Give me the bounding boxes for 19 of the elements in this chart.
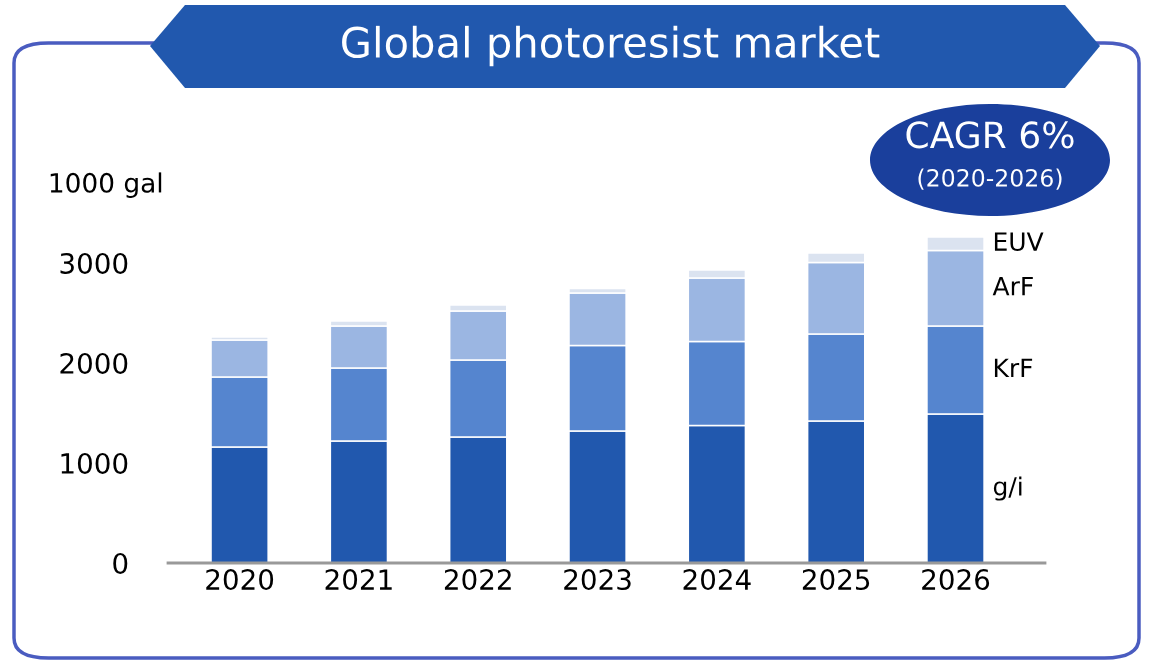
x-tick-label: 2025 xyxy=(802,569,870,591)
series-label: g/i xyxy=(993,476,1022,501)
x-tick-label: 2020 xyxy=(206,569,274,591)
y-tick-label: 1000 xyxy=(61,452,128,474)
x-tick-label: 2024 xyxy=(683,569,751,591)
x-tick-label: 2023 xyxy=(564,569,631,591)
y-axis-title: 1000 gal xyxy=(50,172,162,198)
y-tick-label: 2000 xyxy=(60,352,128,374)
chart-title: Global photoresist market xyxy=(342,25,880,67)
series-label: EUV xyxy=(994,232,1044,251)
text: (2020-2026) xyxy=(918,168,1062,190)
x-tick-label: 2021 xyxy=(325,569,392,591)
text: CAGR 6% xyxy=(906,121,1074,149)
x-tick-label: 2022 xyxy=(444,569,511,591)
y-tick-label: 0 xyxy=(113,552,128,574)
series-label: KrF xyxy=(994,358,1033,377)
x-tick-label: 2026 xyxy=(922,569,990,591)
series-label: ArF xyxy=(992,276,1033,296)
y-tick-label: 3000 xyxy=(60,252,128,274)
